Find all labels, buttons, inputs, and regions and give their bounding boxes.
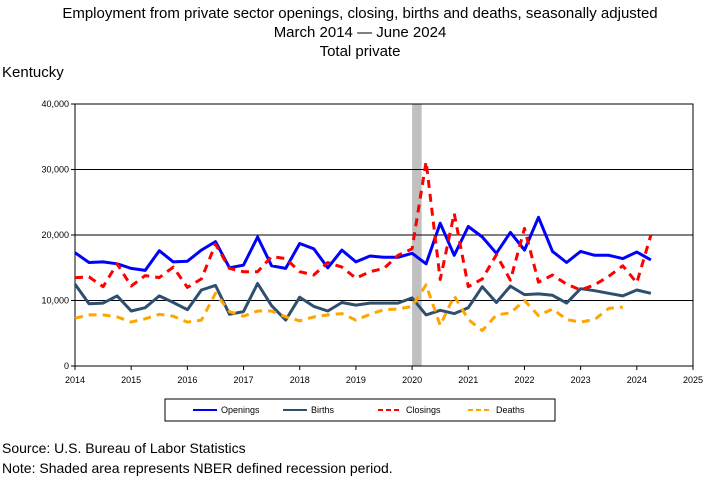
series-line-deaths — [74, 283, 623, 333]
x-tick-label: 2020 — [402, 375, 422, 385]
y-tick-label: 0 — [64, 361, 69, 371]
x-tick-label: 2021 — [458, 375, 478, 385]
y-tick-label: 10,000 — [41, 296, 69, 306]
series-line-openings — [74, 215, 652, 272]
series-line-births — [73, 282, 652, 322]
region-label: Kentucky — [2, 64, 64, 81]
y-tick-label: 40,000 — [41, 99, 69, 109]
chart-title: Employment from private sector openings,… — [0, 4, 720, 61]
x-tick-label: 2025 — [683, 375, 703, 385]
x-tick-label: 2022 — [514, 375, 534, 385]
legend-label-closings: Closings — [406, 405, 441, 415]
y-tick-label: 20,000 — [41, 230, 69, 240]
title-line-1: Employment from private sector openings,… — [62, 5, 658, 22]
plot-frame — [74, 103, 694, 367]
note-text: Note: Shaded area represents NBER define… — [2, 460, 393, 476]
x-tick-label: 2023 — [571, 375, 591, 385]
x-tick-label: 2016 — [177, 375, 197, 385]
series-line-closings — [74, 160, 653, 292]
x-tick-label: 2014 — [65, 375, 85, 385]
title-line-3: Total private — [319, 43, 401, 60]
legend-label-deaths: Deaths — [496, 405, 525, 415]
source-text: Source: U.S. Bureau of Labor Statistics — [2, 440, 246, 456]
y-tick-label: 30,000 — [41, 165, 69, 175]
x-tick-label: 2015 — [121, 375, 141, 385]
legend-label-openings: Openings — [221, 405, 260, 415]
legend-box — [164, 398, 556, 422]
x-tick-label: 2024 — [627, 375, 647, 385]
x-tick-label: 2019 — [346, 375, 366, 385]
x-tick-label: 2018 — [290, 375, 310, 385]
legend-label-births: Births — [311, 405, 335, 415]
title-line-2: March 2014 — June 2024 — [273, 24, 447, 41]
x-tick-label: 2017 — [234, 375, 254, 385]
